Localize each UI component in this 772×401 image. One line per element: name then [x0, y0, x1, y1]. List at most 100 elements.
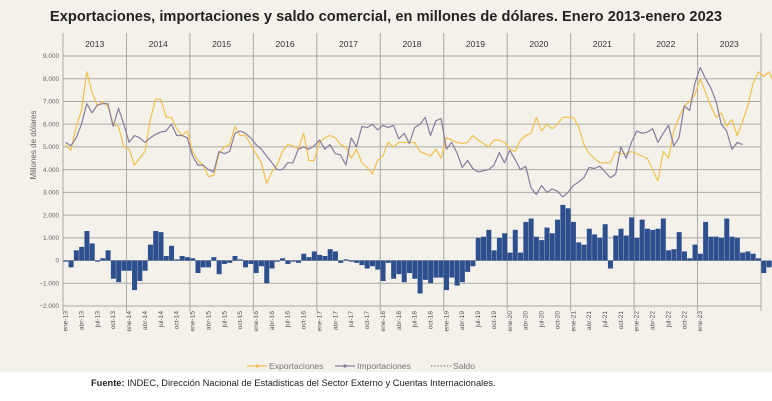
x-tick-label: jul-17: [348, 311, 355, 328]
saldo-bar: [438, 260, 444, 278]
saldo-bar: [565, 208, 571, 261]
legend: Exportaciones Importaciones Saldo: [247, 361, 475, 371]
saldo-bar: [290, 260, 296, 262]
x-tick-label: oct-19: [491, 311, 498, 330]
saldo-bar: [533, 236, 539, 261]
source-note: Fuente: INDEC, Dirección Nacional de Est…: [91, 378, 496, 388]
saldo-bar: [512, 229, 518, 261]
saldo-bar: [671, 249, 677, 261]
x-tick-label: oct-17: [364, 311, 371, 330]
y-tick-label: 0: [55, 258, 59, 265]
x-tick-label: jul-13: [94, 311, 101, 328]
saldo-bar: [639, 219, 645, 261]
saldo-bar: [444, 260, 450, 291]
year-label: 2015: [212, 39, 231, 49]
saldo-bar: [232, 256, 238, 261]
saldo-bar: [348, 260, 354, 262]
saldo-bar: [623, 235, 629, 261]
saldo-bar: [459, 260, 465, 283]
y-tick-label: 7.000: [43, 99, 59, 106]
y-tick-label: −2.000: [39, 303, 59, 310]
year-label: 2021: [593, 39, 612, 49]
saldo-bar: [306, 257, 312, 261]
saldo-bar: [475, 237, 481, 261]
y-tick-label: 6.000: [43, 121, 59, 128]
saldo-bar: [502, 233, 508, 261]
year-label: 2014: [149, 39, 168, 49]
saldo-bar: [95, 260, 101, 262]
saldo-bar: [195, 260, 201, 274]
line-exportaciones: [65, 71, 772, 184]
saldo-bar: [137, 260, 143, 281]
x-tick-label: jul-21: [602, 311, 609, 328]
saldo-bar: [317, 254, 323, 261]
x-tick-label: ene-23: [697, 311, 704, 332]
saldo-bar: [221, 260, 227, 264]
saldo-bar: [110, 260, 116, 279]
saldo-bar: [634, 237, 640, 261]
year-label: 2017: [339, 39, 358, 49]
x-tick-label: ene-13: [63, 311, 70, 332]
saldo-bar: [607, 260, 613, 269]
year-label: 2023: [720, 39, 739, 49]
saldo-bar: [539, 240, 545, 261]
saldo-bar: [295, 260, 301, 263]
legend-item-saldo: Saldo: [431, 361, 475, 371]
x-tick-label: jul-20: [539, 311, 546, 328]
saldo-bar: [718, 237, 724, 261]
saldo-bar: [338, 260, 344, 263]
year-label: 2018: [402, 39, 421, 49]
x-tick-label: oct-22: [681, 311, 688, 330]
x-tick-label: ene-22: [634, 311, 641, 332]
chart: 9.000 8.000 7.000 6.000 5.000 4.000 3.000 2.000…: [29, 33, 772, 371]
saldo-bar: [724, 218, 730, 261]
saldo-bar: [465, 260, 471, 272]
saldo-bar: [734, 237, 740, 261]
saldo-bar: [518, 252, 524, 261]
saldo-bar: [301, 253, 307, 261]
saldo-bar: [190, 258, 196, 261]
saldo-bar: [200, 260, 206, 268]
saldo-bar: [470, 260, 476, 267]
y-tick-label: 9.000: [43, 53, 59, 60]
x-tick-label: abr-19: [459, 311, 466, 330]
saldo-bar: [602, 224, 608, 261]
saldo-bar: [697, 253, 703, 261]
saldo-bar: [121, 260, 127, 271]
saldo-bar: [618, 228, 624, 261]
x-tick-label: oct-18: [428, 311, 435, 330]
y-tick-label: 1.000: [43, 235, 59, 242]
y-tick-label: 4.000: [43, 167, 59, 174]
saldo-bar: [248, 260, 254, 264]
saldo-bar: [666, 250, 672, 261]
y-tick-label: −1.000: [39, 280, 59, 287]
y-axis-label: Millones de dólares: [29, 111, 38, 180]
legend-item-importaciones: Importaciones: [335, 361, 411, 371]
legend-label: Importaciones: [357, 361, 411, 371]
saldo-bar: [756, 258, 761, 261]
saldo-bar: [243, 260, 249, 268]
x-tick-label: jul-18: [412, 311, 419, 328]
x-tick-label: ene-19: [443, 311, 450, 332]
saldo-bar: [184, 257, 190, 261]
saldo-bar: [227, 260, 233, 263]
legend-item-exportaciones: Exportaciones: [247, 361, 323, 371]
saldo-bar: [729, 236, 735, 261]
saldo-bar: [280, 258, 286, 261]
saldo-bar: [211, 257, 217, 261]
saldo-bar: [89, 243, 95, 261]
saldo-bar: [761, 260, 767, 274]
x-tick-label: abr-21: [586, 311, 593, 330]
saldo-bar: [650, 229, 656, 261]
saldo-bar: [481, 236, 487, 261]
saldo-bar: [401, 260, 407, 283]
year-label: 2022: [656, 39, 675, 49]
saldo-bar: [206, 260, 212, 268]
saldo-bar: [433, 260, 439, 278]
saldo-bar: [68, 260, 74, 268]
saldo-bar: [264, 260, 270, 284]
saldo-bar: [560, 204, 566, 261]
legend-marker: [343, 364, 347, 368]
x-axis: ene-13 abr-13 jul-13 oct-13 ene-14 abr-14 jul-…: [63, 311, 705, 332]
saldo-bar: [555, 219, 561, 261]
